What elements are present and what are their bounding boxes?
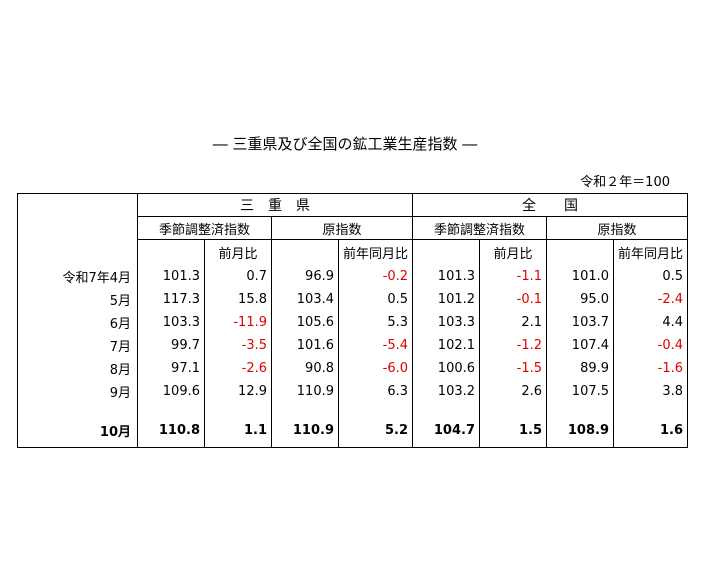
subgroup-header: 季節調整済指数: [137, 216, 272, 240]
change-cell: -0.1: [479, 287, 547, 311]
group-header: 全 国: [412, 193, 688, 217]
index-cell: 97.1: [171, 360, 200, 376]
change-cell: -1.6: [613, 356, 688, 380]
row: 5月 117.3 15.8 103.4 0.5 101.2 -0.1 95.0 -2.4: [17, 287, 688, 311]
index-cell: 95.0: [546, 287, 614, 311]
subgroup-header: 原指数: [270, 216, 413, 240]
change-cell: -11.9: [204, 310, 272, 334]
table-body: 令和7年4月 101.3 0.7 96.9 -0.2 101.3 -1.1 101.0 0.5 5…: [17, 264, 688, 448]
index-cell: 107.4: [546, 333, 614, 357]
index-cell: 89.9: [546, 356, 614, 380]
row: 9月 109.6 12.9 110.9 6.3 103.2 2.6 107.5 3.8: [17, 379, 688, 403]
change-cell: -3.5: [204, 333, 272, 357]
change-cell: 5.2: [337, 402, 413, 448]
index-cell: 107.5: [546, 379, 614, 403]
corner: [17, 193, 138, 265]
row: 6月 103.3 -11.9 105.6 5.3 103.3 2.1 103.7 4.4: [17, 310, 688, 334]
index-cell: 103.3: [412, 310, 480, 334]
change-cell: 1.5: [479, 402, 547, 448]
index-cell: 103.2: [412, 379, 480, 403]
index-cell: 103.3: [162, 314, 200, 330]
change-cell: -0.4: [613, 333, 688, 357]
row-label: 7月: [17, 333, 138, 357]
row: 8月 97.1 -2.6 90.8 -6.0 100.6 -1.5 89.9 -1.6: [17, 356, 688, 380]
index-cell: 100.6: [412, 356, 480, 380]
index-cell: 105.6: [271, 310, 339, 334]
blank: [271, 239, 339, 265]
change-cell: -2.4: [613, 287, 688, 311]
row-label: 令和7年4月: [17, 264, 138, 288]
change-cell: -1.2: [479, 333, 547, 357]
index-cell: 101.3: [412, 264, 480, 288]
row-label: 9月: [17, 379, 138, 403]
row-label: 6月: [17, 310, 138, 334]
change-cell: 2.6: [479, 379, 547, 403]
index-cell: 104.7: [412, 402, 480, 448]
row: 7月 99.7 -3.5 101.6 -5.4 102.1 -1.2 107.4 -0.4: [17, 333, 688, 357]
change-cell: 1.1: [204, 402, 272, 448]
change-cell: -5.4: [337, 333, 413, 357]
change-cell: -2.6: [204, 356, 272, 380]
index-cell: 102.1: [412, 333, 480, 357]
change-cell: -6.0: [337, 356, 413, 380]
index-cell: 110.8: [158, 423, 200, 439]
index-cell: 101.0: [546, 264, 614, 288]
index-cell: 101.6: [271, 333, 339, 357]
index-cell: 90.8: [271, 356, 339, 380]
change-cell: 6.3: [337, 379, 413, 403]
change-cell: 0.7: [204, 264, 272, 288]
row-label: 10月: [17, 402, 138, 448]
change-cell: -1.1: [479, 264, 547, 288]
index-cell: 103.4: [271, 287, 339, 311]
index-cell: 110.9: [271, 402, 339, 448]
row-label: 5月: [17, 287, 138, 311]
change-cell: 0.5: [613, 264, 688, 288]
change-cell: 15.8: [204, 287, 272, 311]
index-cell: 108.9: [546, 402, 614, 448]
blank: [138, 240, 205, 265]
change-header: 前年同月比: [337, 239, 413, 265]
index-cell: 101.2: [412, 287, 480, 311]
change-cell: 3.8: [613, 379, 688, 403]
change-cell: 5.3: [337, 310, 413, 334]
blank: [546, 239, 614, 265]
change-cell: -1.5: [479, 356, 547, 380]
index-cell: 101.3: [162, 268, 200, 284]
note: 令和２年＝100: [580, 175, 670, 190]
change-cell: 1.6: [613, 402, 688, 448]
index-cell: 96.9: [271, 264, 339, 288]
change-cell: 0.5: [337, 287, 413, 311]
change-header: 前月比: [204, 239, 272, 265]
change-cell: 2.1: [479, 310, 547, 334]
row-label: 8月: [17, 356, 138, 380]
row: 10月 110.8 1.1 110.9 5.2 104.7 1.5 108.9 1.6: [17, 402, 688, 448]
index-cell: 110.9: [271, 379, 339, 403]
index-cell: 109.6: [162, 383, 200, 399]
change-cell: -0.2: [337, 264, 413, 288]
change-header: 前年同月比: [613, 239, 688, 265]
table: 三 重 県 全 国 季節調整済指数 原指数 季節調整済指数 原指数 前月比 前年…: [17, 193, 689, 448]
change-cell: 12.9: [204, 379, 272, 403]
title: ― 三重県及び全国の鉱工業生産指数 ―: [212, 135, 478, 153]
group-header: 三 重 県: [137, 193, 413, 217]
index-cell: 117.3: [162, 291, 200, 307]
index-cell: 103.7: [546, 310, 614, 334]
blank: [412, 239, 480, 265]
index-cell: 99.7: [171, 337, 200, 353]
change-cell: 4.4: [613, 310, 688, 334]
row: 令和7年4月 101.3 0.7 96.9 -0.2 101.3 -1.1 101.0 0.5: [17, 264, 688, 288]
subgroup-header: 季節調整済指数: [412, 216, 547, 240]
change-header: 前月比: [479, 239, 547, 265]
subgroup-header: 原指数: [546, 216, 688, 240]
